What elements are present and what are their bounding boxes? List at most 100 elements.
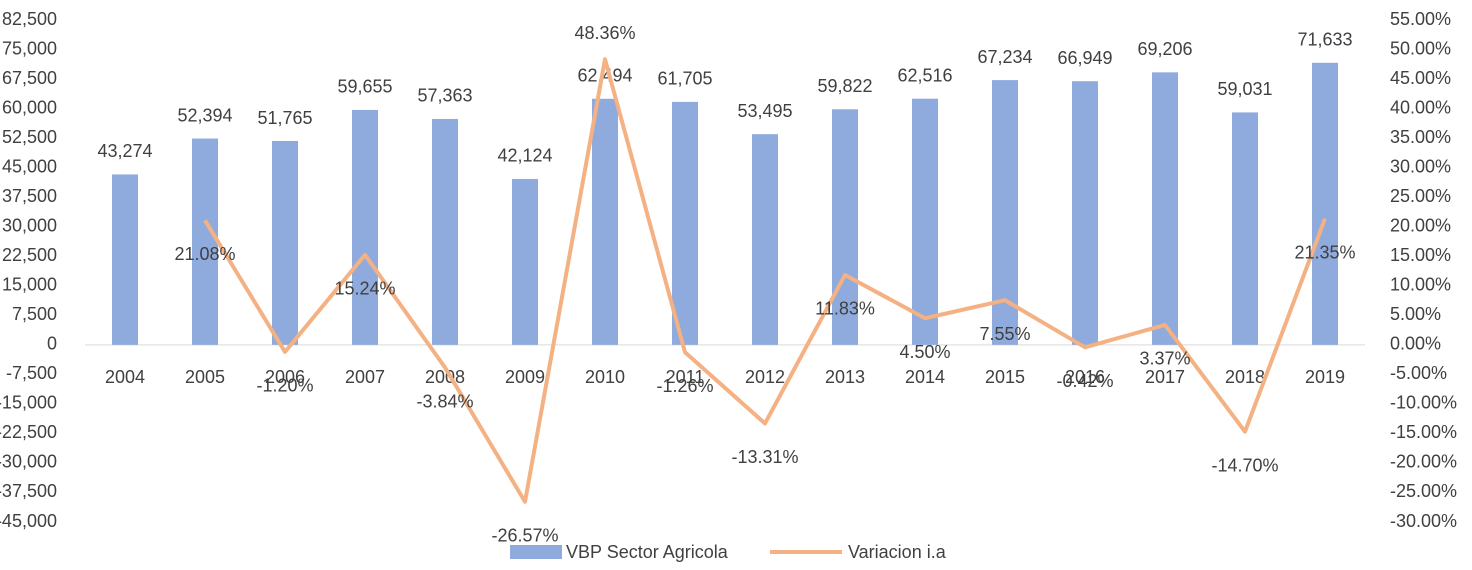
line-value-label: -13.31%: [731, 447, 798, 467]
x-tick-label: 2005: [185, 367, 225, 387]
x-tick-label: 2006: [265, 367, 305, 387]
y2-tick-label: 5.00%: [1390, 304, 1441, 324]
x-tick-label: 2011: [666, 367, 705, 387]
y-tick-label: 7,500: [12, 304, 57, 324]
bar-value-label: 59,655: [337, 77, 392, 97]
bar: [512, 178, 538, 345]
x-tick-label: 2013: [825, 367, 865, 387]
y2-tick-label: 35.00%: [1390, 127, 1451, 147]
bar-value-label: 61,705: [657, 69, 712, 89]
y-tick-label: 37,500: [2, 186, 57, 206]
line-value-label: 11.83%: [815, 299, 875, 319]
bar-value-label: 52,394: [177, 105, 232, 125]
bar: [432, 118, 458, 345]
y2-tick-label: -15.00%: [1390, 422, 1457, 442]
y-tick-label: -37,500: [0, 481, 57, 501]
line-value-label: -26.57%: [491, 525, 558, 545]
bar-value-label: 62,494: [577, 66, 632, 86]
x-tick-label: 2012: [745, 367, 785, 387]
line-value-label: 21.35%: [1294, 242, 1355, 262]
y-tick-label: -15,000: [0, 393, 57, 413]
bar: [912, 98, 938, 345]
y-tick-label: 30,000: [2, 215, 57, 235]
x-tick-label: 2014: [905, 367, 945, 387]
line-value-label: 3.37%: [1139, 349, 1190, 369]
y-tick-label: -30,000: [0, 452, 57, 472]
x-tick-label: 2016: [1065, 367, 1105, 387]
bar: [192, 138, 218, 345]
y-tick-label: 15,000: [2, 275, 57, 295]
bar: [112, 174, 138, 345]
bar-value-label: 51,765: [257, 108, 312, 128]
bar: [352, 109, 378, 345]
bar: [672, 101, 698, 345]
y2-tick-label: 25.00%: [1390, 186, 1451, 206]
x-tick-label: 2009: [505, 367, 545, 387]
bar-value-label: 42,124: [497, 146, 552, 166]
y2-tick-label: 0.00%: [1390, 334, 1441, 354]
bar: [1152, 72, 1178, 345]
y-tick-label: 45,000: [2, 156, 57, 176]
bar: [1232, 112, 1258, 345]
y-tick-label: 67,500: [2, 68, 57, 88]
x-tick-label: 2018: [1225, 367, 1265, 387]
line-value-label: -14.70%: [1211, 455, 1278, 475]
line-value-label: -0.42%: [1056, 371, 1113, 391]
x-tick-label: 2015: [985, 367, 1025, 387]
bar-value-label: 71,633: [1297, 30, 1352, 50]
bar: [272, 141, 298, 345]
y-tick-label: -22,500: [0, 422, 57, 442]
bar: [592, 98, 618, 345]
bar: [752, 134, 778, 345]
y2-tick-label: -30.00%: [1390, 511, 1457, 531]
y2-tick-label: 30.00%: [1390, 156, 1451, 176]
bar-value-label: 69,206: [1137, 39, 1192, 59]
y2-tick-label: 10.00%: [1390, 275, 1451, 295]
legend-swatch: [510, 545, 562, 559]
x-tick-label: 2019: [1305, 367, 1345, 387]
y2-tick-label: 45.00%: [1390, 68, 1451, 88]
bar-value-label: 66,949: [1057, 48, 1112, 68]
y-tick-label: 75,000: [2, 38, 57, 58]
y2-tick-label: 55.00%: [1390, 9, 1451, 29]
bar-value-label: 62,516: [897, 65, 952, 85]
y2-tick-label: 15.00%: [1390, 245, 1451, 265]
y2-tick-label: 20.00%: [1390, 215, 1451, 235]
x-tick-label: 2007: [345, 367, 385, 387]
y-tick-label: 52,500: [2, 127, 57, 147]
y2-tick-label: -10.00%: [1390, 393, 1457, 413]
y2-tick-label: 50.00%: [1390, 38, 1451, 58]
bar: [1072, 81, 1098, 345]
bar-value-label: 59,822: [817, 76, 872, 96]
line-value-label: -3.84%: [416, 391, 473, 411]
x-tick-label: 2004: [105, 367, 145, 387]
bar: [1312, 62, 1338, 345]
line-value-label: 48.36%: [574, 23, 635, 43]
x-tick-label: 2017: [1145, 367, 1185, 387]
line: [203, 57, 1327, 504]
bar-value-label: 43,274: [97, 141, 152, 161]
y-tick-label: 22,500: [2, 245, 57, 265]
bar: [832, 109, 858, 345]
y-tick-label: -7,500: [6, 363, 57, 383]
y2-tick-label: -5.00%: [1390, 363, 1447, 383]
bar-value-label: 67,234: [977, 47, 1032, 67]
x-tick-label: 2010: [585, 367, 625, 387]
line-value-label: -1.26%: [656, 376, 713, 396]
line-value-label: 4.50%: [899, 342, 950, 362]
bar-value-label: 59,031: [1217, 79, 1272, 99]
y2-tick-label: -25.00%: [1390, 481, 1457, 501]
y-tick-label: 0: [47, 334, 57, 354]
line-value-label: 7.55%: [979, 324, 1030, 344]
bar-value-label: 53,495: [737, 101, 792, 121]
line-value-label: 15.24%: [334, 279, 395, 299]
line-value-label: -1.20%: [256, 376, 313, 396]
y-tick-label: -45,000: [0, 511, 57, 531]
y2-tick-label: 40.00%: [1390, 97, 1451, 117]
bar-value-label: 57,363: [417, 86, 472, 106]
y2-tick-label: -20.00%: [1390, 452, 1457, 472]
line-value-label: 21.08%: [174, 244, 235, 264]
y-tick-label: 82,500: [2, 9, 57, 29]
